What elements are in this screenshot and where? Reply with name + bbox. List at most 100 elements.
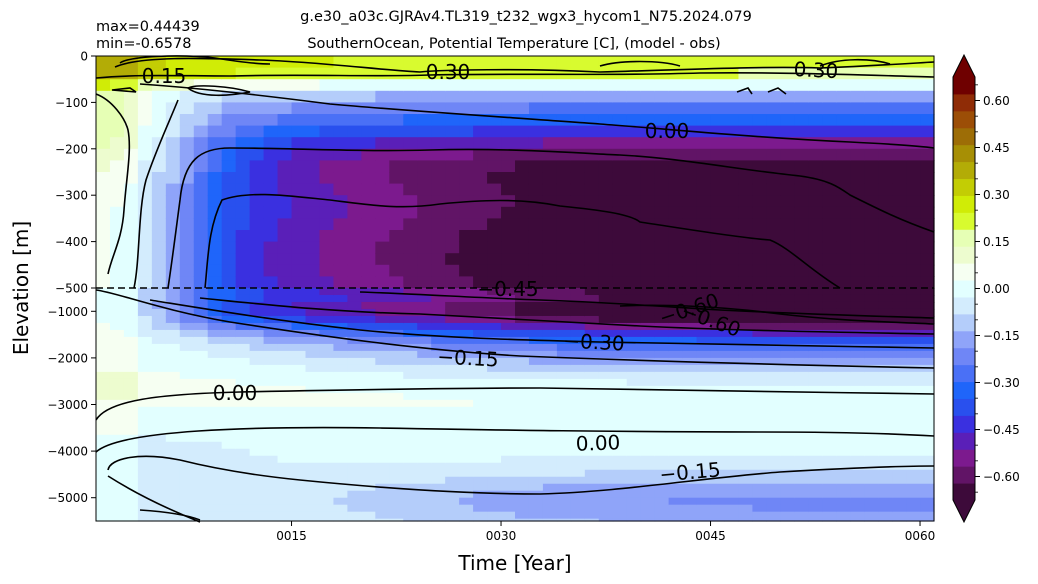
heatmap-cell <box>403 504 418 513</box>
heatmap-cell <box>403 392 418 401</box>
heatmap-cell <box>221 102 237 115</box>
heatmap-cell <box>696 448 712 457</box>
heatmap-cell <box>570 322 586 331</box>
heatmap-cell <box>123 469 139 478</box>
heatmap-cell <box>626 378 642 387</box>
heatmap-cell <box>822 79 837 92</box>
heatmap-cell <box>431 172 446 185</box>
heatmap-cell <box>277 434 293 443</box>
heatmap-cell <box>179 490 195 499</box>
colorbar-extend-high <box>953 55 975 77</box>
heatmap-cell <box>361 399 376 408</box>
heatmap-cell <box>263 336 279 345</box>
heatmap-cell <box>626 413 642 422</box>
heatmap-cell <box>584 364 600 373</box>
heatmap-cell <box>291 322 307 331</box>
heatmap-cell <box>822 125 837 138</box>
heatmap-cell <box>780 206 795 219</box>
heatmap-cell <box>291 448 307 457</box>
heatmap-cell <box>570 294 586 303</box>
heatmap-cell <box>263 511 279 520</box>
heatmap-cell <box>808 518 823 522</box>
heatmap-cell <box>654 364 670 373</box>
heatmap-cell <box>305 413 321 422</box>
heatmap-cell <box>570 343 586 352</box>
heatmap-cell <box>165 288 181 296</box>
heatmap-cell <box>528 483 544 492</box>
heatmap-cell <box>389 218 404 231</box>
heatmap-cell <box>235 67 251 80</box>
heatmap-cell <box>542 183 558 196</box>
contour-line <box>167 147 935 289</box>
heatmap-cell <box>822 497 837 506</box>
heatmap-cell <box>277 371 293 380</box>
heatmap-cell <box>570 518 586 522</box>
heatmap-cell <box>906 371 921 380</box>
heatmap-cell <box>221 413 237 422</box>
heatmap-cell <box>291 79 307 92</box>
heatmap-cell <box>654 343 670 352</box>
heatmap-cell <box>249 469 265 478</box>
heatmap-cell <box>235 469 251 478</box>
heatmap-cell <box>570 357 586 366</box>
heatmap-cell <box>179 90 195 103</box>
heatmap-cell <box>277 137 293 150</box>
heatmap-cell <box>892 230 907 243</box>
heatmap-cell <box>570 90 586 103</box>
heatmap-cell <box>221 511 237 520</box>
heatmap-cell <box>305 385 321 394</box>
heatmap-cell <box>403 125 418 138</box>
heatmap-cell <box>431 420 446 429</box>
heatmap-cell <box>137 102 153 115</box>
heatmap-cell <box>291 427 307 436</box>
heatmap-cell <box>892 441 907 450</box>
heatmap-cell <box>123 504 139 513</box>
heatmap-cell <box>808 483 823 492</box>
heatmap-cell <box>892 357 907 366</box>
heatmap-cell <box>836 329 851 338</box>
heatmap-cell <box>738 79 754 92</box>
heatmap-cell <box>96 364 111 373</box>
heatmap-cell <box>654 241 670 254</box>
heatmap-cell <box>864 385 879 394</box>
heatmap-cell <box>207 427 223 436</box>
colorbar-swatch <box>953 364 975 383</box>
heatmap-cell <box>193 288 209 296</box>
heatmap-cell <box>598 160 614 173</box>
heatmap-cell <box>556 241 572 254</box>
heatmap-cell <box>668 343 684 352</box>
heatmap-cell <box>165 264 181 277</box>
heatmap-cell <box>137 294 153 303</box>
heatmap-cell <box>598 462 614 471</box>
heatmap-cell <box>878 172 893 185</box>
heatmap-cell <box>654 79 670 92</box>
heatmap-cell <box>165 114 181 127</box>
heatmap-cell <box>668 518 684 522</box>
heatmap-cell <box>920 357 935 366</box>
heatmap-cell <box>528 343 544 352</box>
heatmap-cell <box>850 160 865 173</box>
heatmap-cell <box>249 206 265 219</box>
heatmap-cell <box>640 469 656 478</box>
heatmap-cell <box>263 172 279 185</box>
heatmap-cell <box>375 172 390 185</box>
heatmap-cell <box>221 56 237 69</box>
heatmap-cell <box>501 378 516 387</box>
heatmap-cell <box>696 511 712 520</box>
heatmap-cell <box>710 511 726 520</box>
heatmap-cell <box>221 148 237 161</box>
heatmap-cell <box>333 399 348 408</box>
heatmap-cell <box>333 148 348 161</box>
heatmap-cell <box>780 125 795 138</box>
heatmap-cell <box>752 294 767 303</box>
heatmap-cell <box>570 301 586 310</box>
heatmap-cell <box>696 350 712 359</box>
heatmap-cell <box>864 497 879 506</box>
heatmap-cell <box>738 253 754 266</box>
heatmap-cell <box>528 413 544 422</box>
heatmap-cell <box>431 137 446 150</box>
heatmap-cell <box>780 102 795 115</box>
heatmap-cell <box>305 218 321 231</box>
heatmap-cell <box>724 406 740 415</box>
